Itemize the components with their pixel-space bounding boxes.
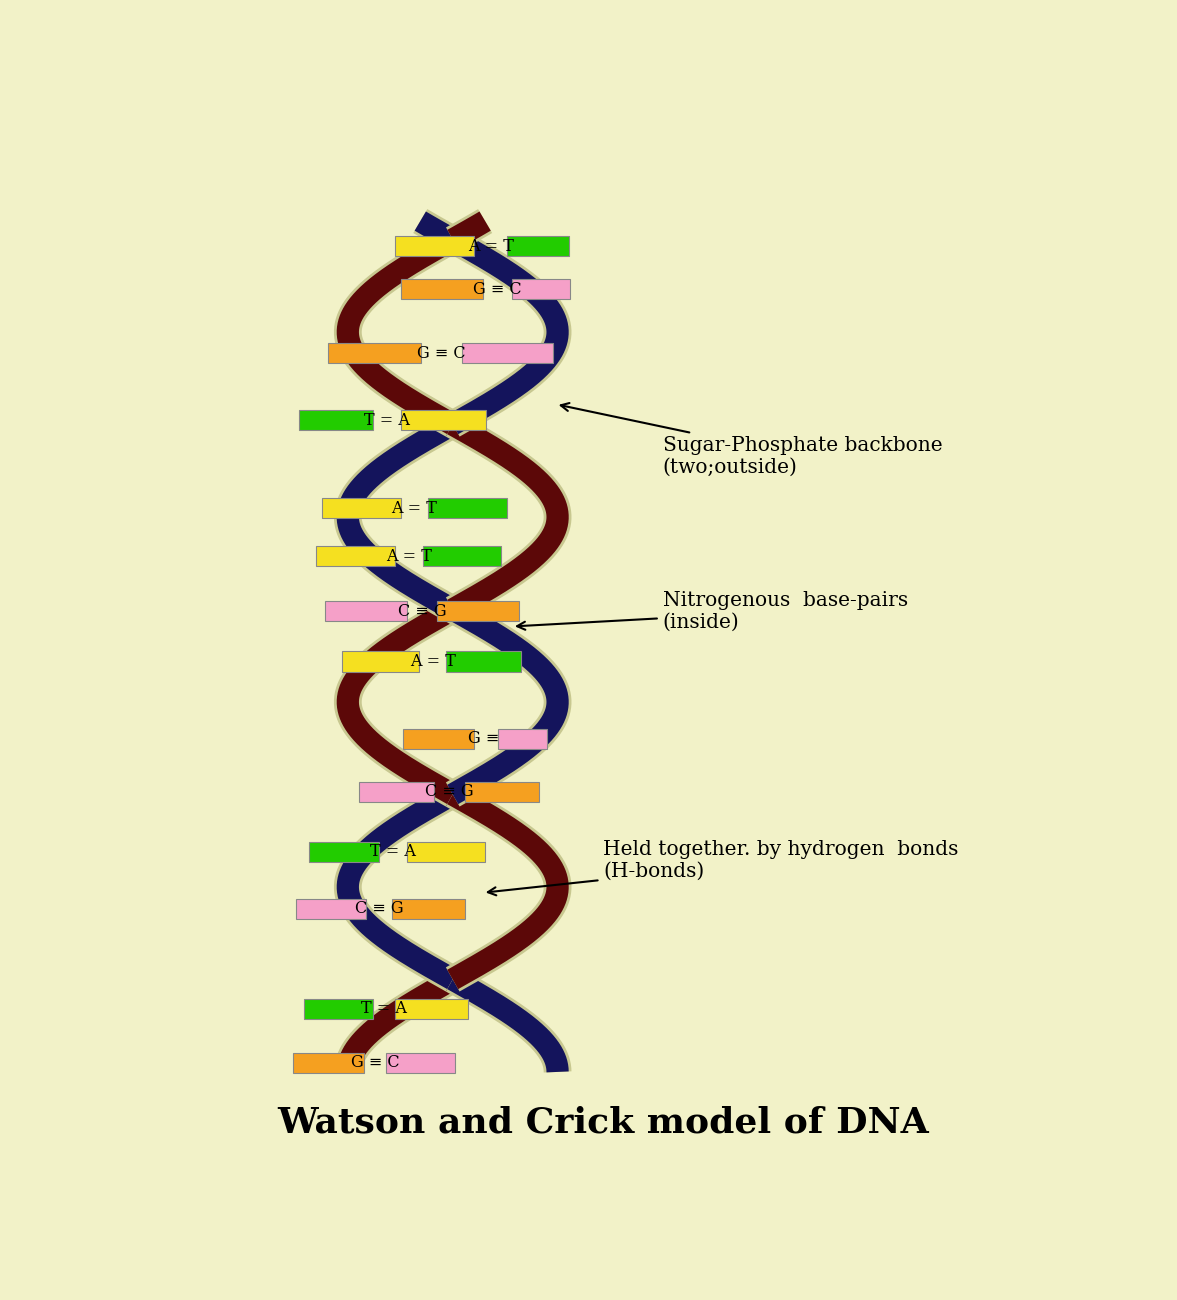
FancyBboxPatch shape — [446, 651, 521, 672]
Text: Nitrogenous  base-pairs
(inside): Nitrogenous base-pairs (inside) — [517, 592, 907, 632]
FancyBboxPatch shape — [507, 237, 568, 256]
Text: A = T: A = T — [386, 547, 432, 566]
FancyBboxPatch shape — [315, 546, 395, 567]
Text: Held together. by hydrogen  bonds
(H-bonds): Held together. by hydrogen bonds (H-bond… — [488, 840, 958, 896]
Text: G ≡ C: G ≡ C — [473, 281, 521, 298]
FancyBboxPatch shape — [304, 998, 373, 1019]
Text: T = A: T = A — [361, 1001, 407, 1018]
FancyBboxPatch shape — [293, 1053, 364, 1072]
FancyBboxPatch shape — [299, 411, 373, 430]
FancyBboxPatch shape — [403, 728, 473, 749]
Text: T = A: T = A — [370, 844, 415, 861]
FancyBboxPatch shape — [386, 1053, 455, 1072]
FancyBboxPatch shape — [461, 343, 553, 363]
Text: G ≡ C: G ≡ C — [417, 344, 466, 361]
FancyBboxPatch shape — [310, 841, 379, 862]
FancyBboxPatch shape — [322, 498, 400, 519]
FancyBboxPatch shape — [327, 343, 421, 363]
Text: A = T: A = T — [392, 500, 438, 517]
Text: C ≡ G: C ≡ G — [354, 901, 404, 918]
FancyBboxPatch shape — [325, 602, 407, 621]
Text: A = T: A = T — [467, 238, 513, 255]
FancyBboxPatch shape — [392, 898, 465, 919]
Text: Sugar-Phosphate backbone
(two;outside): Sugar-Phosphate backbone (two;outside) — [560, 403, 942, 477]
FancyBboxPatch shape — [395, 998, 468, 1019]
FancyBboxPatch shape — [400, 411, 486, 430]
FancyBboxPatch shape — [400, 280, 483, 299]
FancyBboxPatch shape — [343, 651, 419, 672]
Text: C ≡ G: C ≡ G — [425, 783, 473, 800]
FancyBboxPatch shape — [423, 546, 501, 567]
Text: C ≡ G: C ≡ G — [398, 603, 446, 620]
Text: T = A: T = A — [364, 412, 410, 429]
Text: Watson and Crick model of DNA: Watson and Crick model of DNA — [278, 1106, 929, 1140]
FancyBboxPatch shape — [428, 498, 507, 519]
Text: G ≡: G ≡ — [467, 731, 504, 747]
FancyBboxPatch shape — [465, 781, 539, 802]
FancyBboxPatch shape — [407, 841, 485, 862]
FancyBboxPatch shape — [359, 781, 433, 802]
Text: A = T: A = T — [410, 653, 455, 670]
FancyBboxPatch shape — [512, 280, 571, 299]
FancyBboxPatch shape — [395, 237, 473, 256]
Text: G ≡ C: G ≡ C — [351, 1054, 399, 1071]
FancyBboxPatch shape — [498, 728, 546, 749]
FancyBboxPatch shape — [295, 898, 366, 919]
FancyBboxPatch shape — [437, 602, 519, 621]
